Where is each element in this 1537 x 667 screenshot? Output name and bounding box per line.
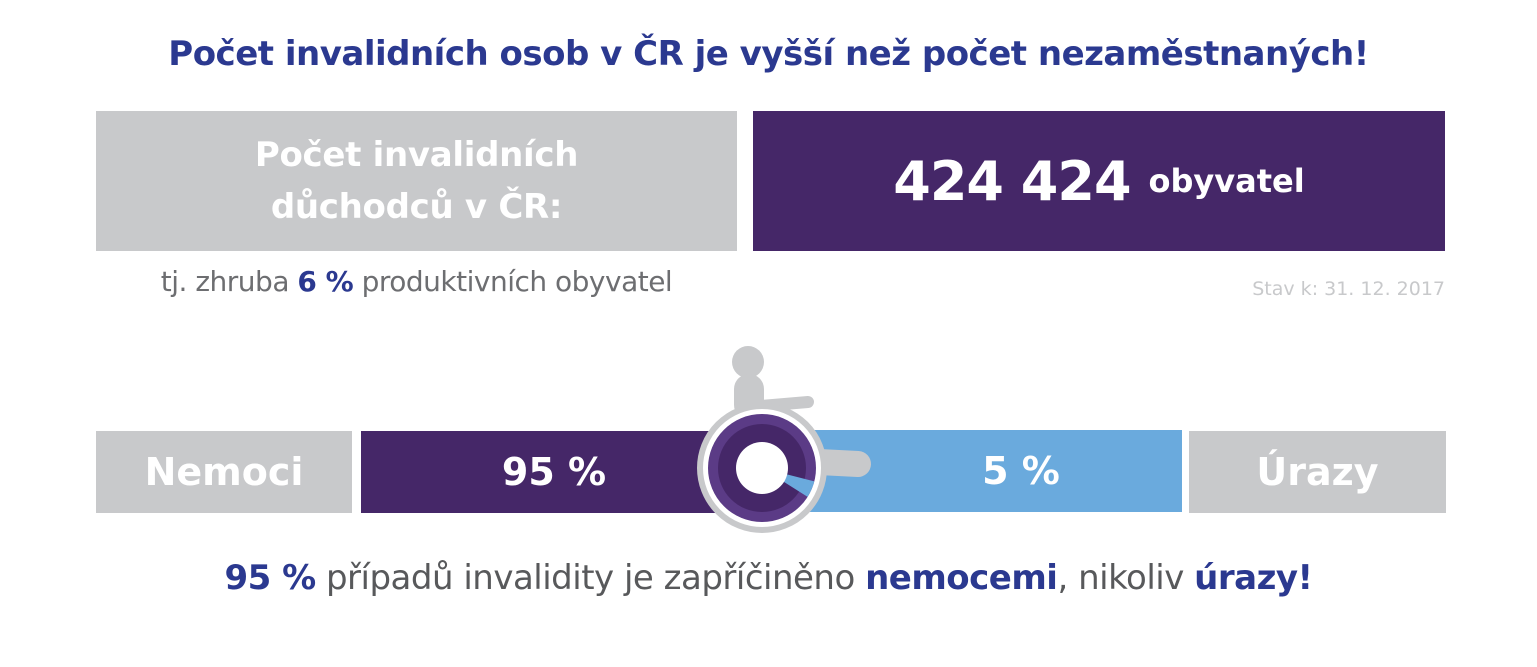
- share-prefix: tj. zhruba: [160, 265, 290, 298]
- conclusion-diseases: nemocemi: [865, 558, 1058, 598]
- diseases-label-bar: Nemoci: [96, 431, 352, 513]
- conclusion-text-2: , nikoliv: [1057, 558, 1184, 598]
- diseases-share-bar: 95 %: [361, 431, 741, 513]
- diseases-share-value: 95 %: [501, 450, 607, 494]
- conclusion-text-1: případů invalidity je zapříčiněno: [325, 558, 855, 598]
- share-value: 6 %: [297, 265, 354, 298]
- share-suffix: produktivních obyvatel: [361, 265, 673, 298]
- invalid-count-value-box: 424 424 obyvatel: [753, 111, 1445, 251]
- injuries-label: Úrazy: [1256, 450, 1379, 494]
- wheel-hub: [736, 442, 788, 494]
- data-date: Stav k: 31. 12. 2017: [1252, 278, 1445, 300]
- invalid-count-label: Počet invalidních důchodců v ČR:: [254, 135, 579, 227]
- diseases-label: Nemoci: [144, 450, 304, 494]
- conclusion-percent: 95 %: [224, 558, 316, 598]
- injuries-label-bar: Úrazy: [1189, 431, 1446, 513]
- productive-share-line: tj. zhruba 6 % produktivních obyvatel: [96, 265, 737, 298]
- conclusion-line: 95 % případů invalidity je zapříčiněno n…: [0, 558, 1537, 598]
- wheelchair-pie-graphic: [697, 346, 871, 533]
- injuries-share-value: 5 %: [982, 449, 1060, 493]
- page-title: Počet invalidních osob v ČR je vyšší než…: [168, 34, 1369, 74]
- wheelchair-head-icon: [732, 346, 764, 378]
- invalid-count-unit: obyvatel: [1148, 162, 1305, 200]
- wheelchair-icon: [690, 340, 890, 540]
- invalid-count-label-box: Počet invalidních důchodců v ČR:: [96, 111, 737, 251]
- invalid-count-number: 424 424: [893, 149, 1131, 213]
- conclusion-injuries: úrazy!: [1194, 558, 1313, 598]
